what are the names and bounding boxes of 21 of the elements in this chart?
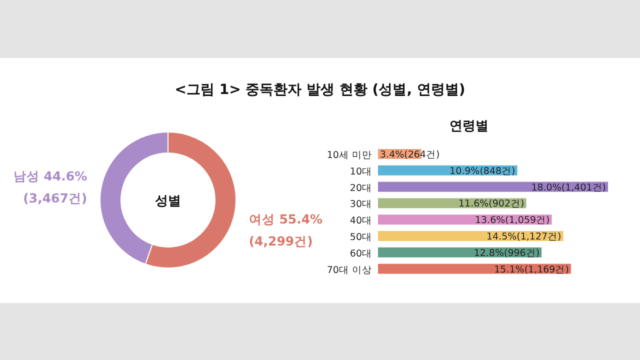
y-tick-label: 30대 bbox=[350, 199, 372, 210]
data-label: 12.8%(996건) bbox=[474, 248, 540, 259]
chart-title: <그림 1> 중독환자 발생 현황 (성별, 연령별) bbox=[174, 82, 466, 98]
y-tick-label: 20대 bbox=[350, 182, 372, 194]
y-tick-label: 10대 bbox=[350, 166, 372, 178]
data-label: 15.1%(1,169건) bbox=[494, 264, 569, 276]
y-tick-label: 50대 bbox=[350, 232, 372, 243]
data-label: 18.0%(1,401건) bbox=[531, 182, 606, 194]
y-tick-label: 60대 bbox=[350, 248, 372, 260]
data-label: 11.6%(902건) bbox=[458, 198, 524, 210]
y-tick-label: 40대 bbox=[350, 216, 372, 227]
data-label: 14.5%(1,127건) bbox=[486, 232, 562, 242]
chart-title: 연령별 bbox=[450, 119, 488, 134]
data-label: 10.9%(848건) bbox=[450, 166, 516, 177]
data-label: 13.6%(1,059건) bbox=[474, 215, 550, 226]
text: 성별 bbox=[155, 194, 181, 209]
bar bbox=[378, 182, 608, 192]
slice-label: 여성 55.4% (4,299건) bbox=[248, 212, 324, 249]
y-tick-label: 10세 미만 bbox=[326, 150, 372, 161]
slice-label: 남성 44.6% (3,467건) bbox=[13, 168, 88, 206]
y-tick-label: 70대 이상 bbox=[326, 264, 372, 276]
